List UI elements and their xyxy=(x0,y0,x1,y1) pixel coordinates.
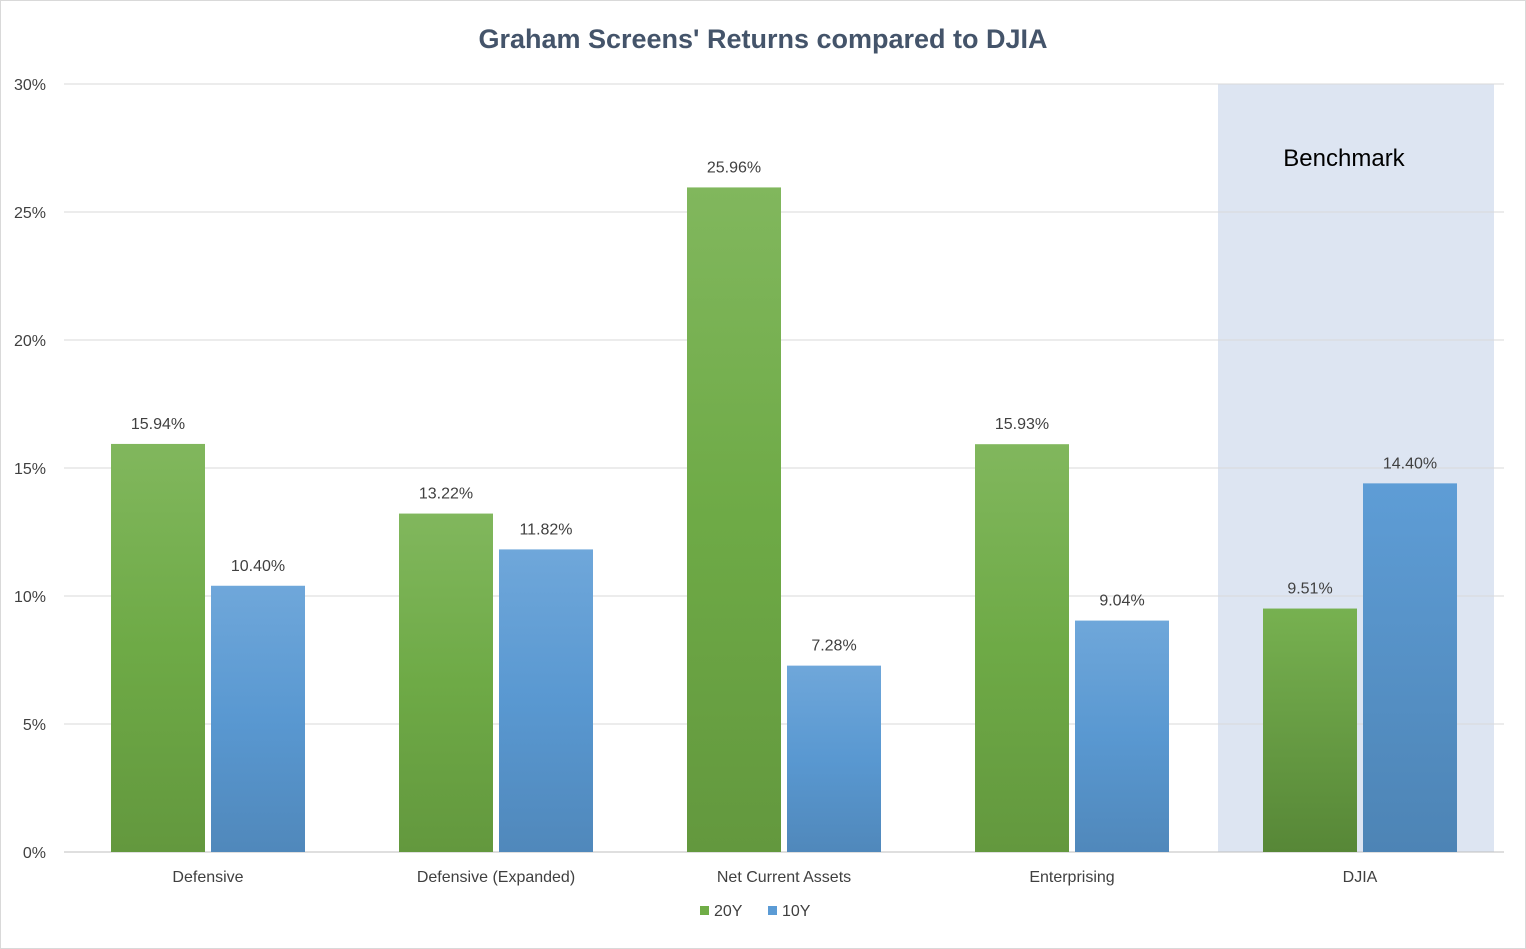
x-category-label: Defensive (Expanded) xyxy=(417,869,575,886)
y-tick-label: 15% xyxy=(14,461,46,478)
x-category-label: DJIA xyxy=(1343,869,1378,886)
bar-10y-defensive xyxy=(211,585,305,852)
y-tick-label: 0% xyxy=(23,845,46,862)
data-label: 7.28% xyxy=(811,638,856,655)
data-label: 25.96% xyxy=(707,159,761,176)
y-tick-label: 20% xyxy=(14,333,46,350)
bar-20y-djia xyxy=(1263,608,1357,852)
legend-label-20y: 20Y xyxy=(714,903,743,920)
y-tick-label: 30% xyxy=(14,77,46,94)
bar-10y-djia xyxy=(1363,483,1457,852)
data-label: 11.82% xyxy=(519,521,572,538)
data-label: 14.40% xyxy=(1383,455,1437,472)
bar-20y-net-current-assets xyxy=(687,187,781,852)
bar-10y-defensive-expanded xyxy=(499,549,593,852)
x-category-label: Enterprising xyxy=(1029,869,1114,886)
data-label: 15.94% xyxy=(131,416,185,433)
chart-title: Graham Screens' Returns compared to DJIA xyxy=(478,24,1047,54)
benchmark-label: Benchmark xyxy=(1283,145,1405,172)
y-tick-label: 5% xyxy=(23,717,46,734)
data-label: 10.40% xyxy=(231,558,285,575)
legend-swatch-10y xyxy=(768,906,777,915)
bar-20y-defensive-expanded xyxy=(399,513,493,852)
x-category-label: Net Current Assets xyxy=(717,869,851,886)
y-tick-label: 25% xyxy=(14,205,46,222)
legend-swatch-20y xyxy=(700,906,709,915)
bar-10y-enterprising xyxy=(1075,620,1169,852)
data-label: 13.22% xyxy=(419,486,473,503)
y-tick-label: 10% xyxy=(14,589,46,606)
bar-10y-net-current-assets xyxy=(787,665,881,852)
bar-20y-defensive xyxy=(111,443,205,852)
data-label: 15.93% xyxy=(995,416,1049,433)
data-label: 9.51% xyxy=(1287,581,1332,598)
bar-20y-enterprising xyxy=(975,444,1069,852)
legend-label-10y: 10Y xyxy=(782,903,811,920)
x-category-label: Defensive xyxy=(172,869,243,886)
data-label: 9.04% xyxy=(1099,593,1144,610)
